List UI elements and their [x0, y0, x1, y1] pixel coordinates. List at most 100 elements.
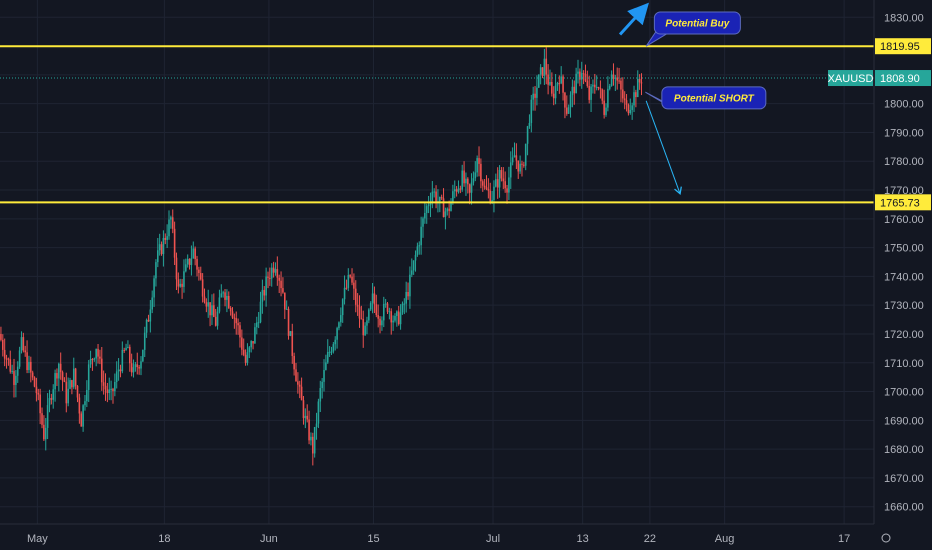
candle-body: [151, 297, 154, 310]
callout-potential-short: Potential SHORT: [645, 86, 767, 110]
candle-body: [171, 217, 174, 229]
candle-body: [379, 318, 381, 326]
time-axis[interactable]: May 18 Jun 15 Jul 13 22 Aug 17: [0, 523, 932, 550]
candles: [0, 47, 643, 466]
candle-body: [121, 349, 124, 372]
candle-body: [459, 188, 462, 190]
candle-body: [565, 107, 568, 114]
candle-body: [0, 333, 2, 340]
callout-potential-short-box: [661, 86, 767, 110]
candle-body: [547, 74, 549, 85]
y-tick-label: 1780.00: [884, 156, 924, 168]
candle-body: [67, 388, 69, 404]
candle-body: [270, 267, 273, 279]
candle-body: [444, 211, 447, 218]
y-tick-label: 1680.00: [884, 444, 924, 456]
candle-body: [123, 349, 125, 351]
candle-body: [263, 289, 266, 296]
candle-body: [267, 276, 269, 278]
candle-body: [487, 188, 490, 191]
candle-body: [356, 304, 359, 307]
candle-body: [155, 262, 157, 279]
candle-body: [276, 269, 279, 278]
candle-body: [2, 339, 4, 350]
candle-body: [168, 219, 170, 237]
candle-body: [5, 358, 8, 360]
candle-body: [384, 303, 387, 305]
candle-body: [607, 88, 609, 108]
candle-body: [620, 80, 622, 90]
candle-body: [377, 315, 379, 319]
candle-body: [61, 372, 64, 381]
candle-body: [227, 295, 230, 308]
y-tick-label: 1830.00: [884, 12, 924, 24]
candle-body: [627, 104, 630, 114]
candle-body: [633, 92, 635, 106]
candle-body: [410, 270, 413, 275]
candle-body: [332, 344, 335, 352]
candle-body: [213, 305, 215, 317]
candle-body: [280, 280, 282, 289]
candle-body: [198, 269, 200, 274]
candle-body: [442, 198, 445, 218]
candle-body: [216, 311, 219, 326]
candle-body: [508, 177, 510, 193]
candle-body: [164, 237, 167, 240]
callout-potential-buy-box: [653, 11, 741, 35]
candle-body: [170, 217, 172, 220]
candle-body: [229, 307, 232, 312]
candle-body: [403, 303, 406, 305]
settings-icon: [881, 533, 891, 543]
candle-body: [592, 84, 594, 87]
candle-body: [58, 363, 60, 379]
candle-body: [287, 308, 290, 336]
candle-body: [250, 341, 252, 348]
y-tick-label: 1800.00: [884, 99, 924, 111]
candle-body: [298, 384, 301, 387]
candle-body: [358, 306, 361, 319]
candle-body: [399, 312, 402, 325]
candle-body: [26, 352, 28, 371]
candle-body: [392, 320, 394, 323]
candle-body: [597, 86, 600, 89]
x-tick-label: 18: [158, 533, 170, 545]
candle-body: [201, 279, 204, 297]
candle-body: [386, 303, 389, 312]
candle-body: [93, 358, 96, 360]
candle-body: [640, 82, 643, 84]
candle-body: [381, 320, 383, 326]
candle-body: [575, 73, 577, 94]
candle-body: [618, 80, 620, 82]
callout-potential-buy: Potential Buy: [645, 11, 741, 47]
candle-body: [3, 349, 6, 359]
candle-body: [24, 350, 27, 353]
candle-body: [325, 362, 327, 370]
candle-body: [145, 319, 148, 333]
candle-body: [89, 359, 92, 365]
candle-body: [211, 305, 213, 316]
price-axis[interactable]: 1660.00 1670.00 1680.00 1690.00 1700.00 1710.…: [828, 0, 932, 550]
candle-body: [448, 208, 450, 211]
candle-body: [78, 397, 81, 414]
candle-body: [556, 82, 559, 86]
candle-body: [134, 364, 137, 368]
candle-body: [46, 405, 49, 428]
candle-body: [509, 162, 512, 178]
y-tick-label: 1770.00: [884, 185, 924, 197]
candle-body: [480, 163, 482, 182]
candle-body: [586, 80, 589, 86]
candle-body: [562, 76, 564, 93]
candle-body: [196, 259, 198, 270]
candle-body: [71, 380, 73, 388]
candle-body: [532, 93, 534, 100]
candle-body: [558, 82, 561, 84]
candle-body: [31, 372, 34, 378]
candle-body: [104, 385, 107, 390]
candle-body: [603, 100, 605, 115]
candle-body: [610, 74, 613, 86]
candle-body: [336, 328, 338, 340]
candle-body: [552, 93, 555, 99]
candle-body: [138, 367, 140, 369]
